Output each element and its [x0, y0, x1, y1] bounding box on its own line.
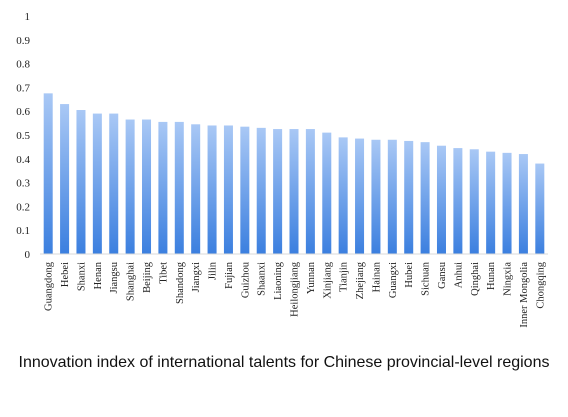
- bar-xinjiang: [322, 132, 332, 254]
- bar-anhui: [453, 148, 463, 254]
- bar-hainan: [371, 139, 381, 254]
- x-tick-label: Guizhou: [240, 261, 251, 298]
- y-tick-label: 0.8: [16, 59, 30, 71]
- x-tick-label: Gansu: [437, 261, 448, 289]
- x-tick-label: Jiangsu: [109, 261, 120, 293]
- x-tick-label: Shanghai: [126, 262, 137, 301]
- x-tick-label: Hunan: [486, 261, 497, 290]
- bar-jiangsu: [109, 113, 119, 254]
- x-tick-label: Guangxi: [388, 262, 399, 298]
- x-tick-label: Shaanxi: [257, 262, 268, 296]
- x-tick-label: Beijing: [142, 261, 153, 293]
- bar-heilongjiang: [289, 129, 299, 254]
- bar-hebei: [60, 104, 70, 254]
- bar-guizhou: [240, 126, 250, 254]
- x-tick-label: Tibet: [158, 262, 169, 284]
- bar-tibet: [158, 121, 168, 254]
- x-tick-label: Heilongjiang: [290, 261, 301, 317]
- y-tick-label: 1: [25, 11, 31, 23]
- bar-beijing: [142, 119, 152, 254]
- bar-shanxi: [76, 110, 86, 254]
- y-axis: 0 0.1 0.2 0.3 0.4 0.5 0.6 0.7 0.8 0.9 1: [16, 11, 30, 261]
- bar-guangxi: [387, 139, 397, 254]
- x-tick-label: Qinghai: [470, 262, 481, 296]
- bar-yunnan: [305, 129, 315, 254]
- x-tick-label: Xinjiang: [322, 261, 333, 298]
- x-tick-label: Anhui: [453, 262, 464, 288]
- y-tick-label: 0.9: [16, 35, 30, 47]
- y-tick-label: 0.4: [16, 154, 30, 166]
- bar-shaanxi: [256, 127, 266, 254]
- x-tick-label: Zhejiang: [355, 261, 366, 299]
- bar-henan: [92, 113, 102, 254]
- chart-title: Innovation index of international talent…: [18, 354, 550, 371]
- x-tick-label: Henan: [93, 261, 104, 289]
- bar-fujian: [223, 125, 233, 254]
- bar-shanghai: [125, 119, 135, 254]
- x-tick-label: Inner Mongolia: [519, 262, 530, 328]
- x-tick-label: Sichuan: [421, 261, 432, 296]
- y-tick-label: 0.2: [16, 201, 30, 213]
- y-tick-label: 0.6: [16, 106, 30, 118]
- bar-sichuan: [420, 142, 430, 254]
- bar-inner-mongolia: [518, 154, 528, 254]
- x-tick-label: Chongqing: [535, 261, 546, 308]
- bar-guangdong: [43, 93, 53, 254]
- x-tick-label: Shanxi: [76, 262, 87, 291]
- x-tick-label: Guangdong: [44, 261, 55, 311]
- x-tick-label: Hainan: [371, 261, 382, 292]
- bar-hunan: [486, 151, 496, 254]
- x-tick-label: Jilin: [208, 261, 219, 280]
- x-tick-label: Ningxia: [503, 262, 514, 296]
- x-tick-label: Hubei: [404, 262, 415, 288]
- bar-qinghai: [469, 149, 479, 254]
- y-tick-label: 0.5: [16, 130, 30, 142]
- y-tick-label: 0.7: [16, 82, 30, 94]
- x-tick-label: Yunnan: [306, 261, 317, 294]
- x-axis: Guangdong Hebei Shanxi Henan Jiangsu Shanghai…: [40, 253, 548, 328]
- x-tick-label: Liaoning: [273, 261, 284, 300]
- x-tick-label: Fujian: [224, 261, 235, 289]
- bar-shandong: [174, 121, 184, 254]
- bar-liaoning: [273, 129, 283, 254]
- bar-ningxia: [502, 152, 512, 254]
- bar-zhejiang: [355, 138, 365, 254]
- bar-jilin: [207, 125, 217, 254]
- bar-hubei: [404, 140, 414, 254]
- bar-tianjin: [338, 137, 348, 254]
- x-tick-label: Shandong: [175, 261, 186, 304]
- bars: [43, 93, 545, 254]
- y-tick-label: 0.3: [16, 178, 30, 190]
- x-tick-label: Jiangxi: [191, 262, 202, 292]
- bar-chongqing: [535, 163, 545, 254]
- x-tick-label: Hebei: [60, 262, 71, 287]
- y-tick-label: 0.1: [16, 225, 30, 237]
- y-tick-label: 0: [25, 249, 31, 261]
- bar-jiangxi: [191, 124, 201, 254]
- x-tick-label: Tianjin: [339, 261, 350, 292]
- bar-gansu: [436, 145, 446, 254]
